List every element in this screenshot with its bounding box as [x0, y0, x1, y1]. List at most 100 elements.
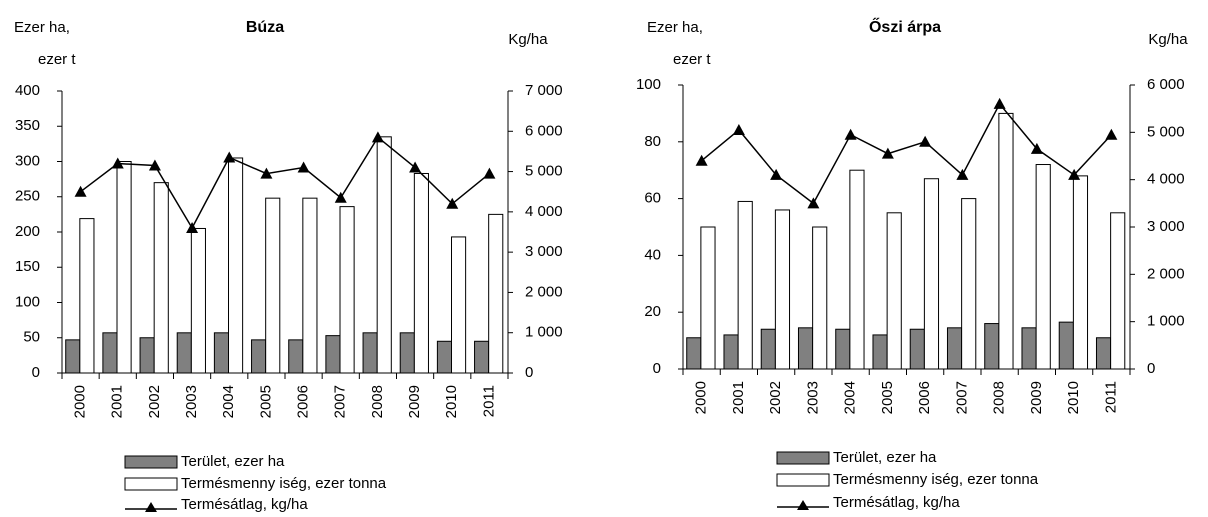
- y-tick-label: 50: [23, 329, 40, 346]
- y2-tick-label: 1 000: [525, 324, 563, 341]
- x-tick-label: 2006: [295, 385, 312, 418]
- x-tick-label: 2008: [991, 381, 1008, 414]
- line-marker: [881, 147, 894, 159]
- y-tick-label: 20: [644, 303, 661, 320]
- y-axis-label: Ezer ha,: [14, 19, 70, 36]
- bar: [774, 209, 791, 370]
- bar: [723, 334, 739, 370]
- line-marker: [334, 191, 347, 203]
- line-marker: [223, 151, 236, 163]
- y2-axis-label: Kg/ha: [1148, 31, 1188, 48]
- bar: [835, 328, 851, 370]
- bar: [812, 226, 828, 370]
- bar: [737, 200, 753, 370]
- y2-tick-label: 2 000: [525, 283, 563, 300]
- y-tick-label: 250: [15, 188, 40, 205]
- y-tick-label: 150: [15, 258, 40, 275]
- y-tick-label: 300: [15, 152, 40, 169]
- x-tick-label: 2000: [693, 381, 710, 414]
- y2-tick-label: 7 000: [525, 82, 563, 99]
- bar: [909, 328, 925, 370]
- x-tick-label: 2009: [406, 385, 423, 418]
- chart-title: Őszi árpa: [869, 17, 941, 36]
- y-tick-label: 350: [15, 117, 40, 134]
- chart: Búza Ezer ha, ezer t Kg/ha 0 50 100 150 200 250 30…: [14, 19, 563, 513]
- bar: [102, 332, 118, 374]
- chart-title: Búza: [246, 19, 284, 36]
- legend-label: Terület, ezer ha: [833, 449, 937, 466]
- line-marker: [1030, 142, 1043, 154]
- bar: [139, 337, 155, 374]
- y2-tick-label: 3 000: [525, 243, 563, 260]
- bar: [474, 340, 490, 374]
- bar: [302, 197, 318, 374]
- bar: [872, 334, 888, 370]
- bar: [213, 332, 230, 374]
- bar: [923, 178, 940, 370]
- y-tick-label: 100: [15, 293, 40, 310]
- bar: [79, 218, 95, 374]
- y2-tick-label: 6 000: [525, 122, 563, 139]
- line-marker: [770, 168, 783, 180]
- x-tick-label: 2007: [953, 381, 970, 414]
- x-tick-label: 2011: [1102, 381, 1119, 413]
- line-marker: [732, 123, 745, 135]
- bar: [153, 182, 169, 374]
- line-marker: [297, 161, 310, 173]
- bar: [339, 206, 355, 374]
- y2-tick-label: 5 000: [525, 163, 563, 180]
- y2-tick-label: 2 000: [1147, 265, 1185, 282]
- bar: [436, 340, 453, 374]
- bar: [251, 339, 267, 374]
- legend-swatch: [124, 455, 178, 469]
- line: [701, 102, 1112, 205]
- line-marker: [260, 167, 273, 179]
- x-tick-label: 2002: [767, 381, 784, 414]
- bar: [451, 236, 467, 374]
- y2-tick-label: 5 000: [1147, 123, 1185, 140]
- x-tick-label: 2008: [369, 385, 386, 418]
- bar: [700, 226, 716, 370]
- line-marker: [111, 157, 124, 169]
- bar: [65, 339, 81, 374]
- bar: [998, 112, 1014, 370]
- line-marker: [844, 128, 857, 140]
- legend-label: Terület, ezer ha: [181, 453, 285, 470]
- y2-tick-label: 4 000: [1147, 171, 1185, 188]
- y-tick-label: 0: [32, 364, 40, 381]
- y-tick-label: 80: [644, 133, 661, 150]
- x-tick-label: 2010: [1065, 381, 1082, 414]
- legend-label: Termésmenny iség, ezer tonna: [181, 475, 387, 492]
- legend-swatch: [776, 451, 830, 465]
- bar: [116, 161, 132, 374]
- y-axis-label: ezer t: [673, 51, 711, 68]
- x-tick-label: 2002: [146, 385, 163, 418]
- bar: [176, 332, 192, 374]
- y2-tick-label: 3 000: [1147, 218, 1185, 235]
- x-tick-label: 2003: [804, 381, 821, 414]
- bar: [1110, 212, 1126, 370]
- bar: [984, 323, 1000, 370]
- x-tick-label: 2007: [332, 385, 349, 418]
- bar: [686, 337, 702, 370]
- legend-label: Termésátlag, kg/ha: [181, 496, 308, 513]
- line-marker: [186, 221, 199, 233]
- bar: [265, 197, 281, 374]
- x-tick-label: 2009: [1028, 381, 1045, 414]
- legend-label: Termésmenny iség, ezer tonna: [833, 471, 1039, 488]
- y-tick-label: 0: [653, 360, 661, 377]
- bar: [961, 198, 977, 370]
- x-tick-label: 2005: [257, 385, 274, 418]
- line-marker: [371, 131, 384, 143]
- legend-marker: [797, 500, 809, 510]
- bar: [1035, 164, 1051, 370]
- x-tick-label: 2003: [183, 385, 200, 418]
- x-tick-label: 2006: [916, 381, 933, 414]
- legend-swatch: [124, 477, 178, 491]
- line-marker: [956, 168, 969, 180]
- line-marker: [919, 135, 932, 147]
- legend-label: Termésátlag, kg/ha: [833, 494, 960, 511]
- y2-tick-label: 4 000: [525, 203, 563, 220]
- line-marker: [483, 167, 496, 179]
